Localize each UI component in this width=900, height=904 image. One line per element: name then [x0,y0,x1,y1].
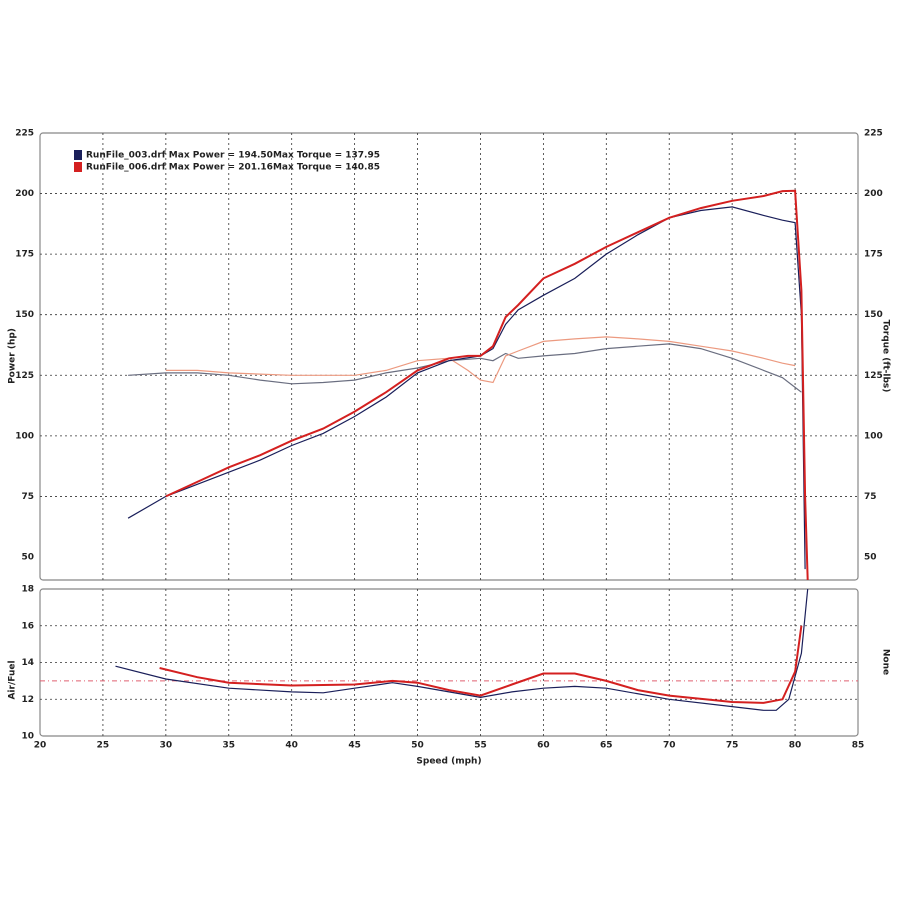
legend-label: RunFile_006.drf Max Power = 201.16Max To… [86,163,380,173]
y2-tick-label: 150 [864,310,883,320]
x-tick-label: 65 [600,741,613,751]
y2-axis-label: Torque (ft-lbs) [881,320,891,393]
y-tick-label: 16 [21,621,34,631]
y-tick-label: 14 [21,658,34,668]
y2-tick-label: 100 [864,431,883,441]
y2-tick-label: 50 [864,552,877,562]
x-tick-label: 70 [663,741,676,751]
y-tick-label: 10 [21,732,34,742]
y2-tick-label: 225 [864,129,883,139]
x-tick-label: 40 [285,741,298,751]
x-tick-label: 50 [411,741,424,751]
y-tick-label: 100 [15,431,34,441]
torque-line [165,336,796,384]
legend-swatch [74,162,82,172]
power-line [127,206,806,570]
legend-swatch [74,150,82,160]
x-axis-label: Speed (mph) [416,757,481,767]
afr-line [159,625,803,704]
y-axis-label: Power (hp) [8,328,18,384]
y-tick-label: 175 [15,250,34,260]
y-tick-label: 75 [21,492,34,502]
torque-line [128,343,802,393]
y2-tick-label: 75 [864,492,877,502]
y2-tick-label: 175 [864,250,883,260]
x-tick-label: 20 [34,741,47,751]
x-tick-label: 60 [537,741,550,751]
y-tick-label: 200 [15,189,34,199]
x-tick-label: 80 [789,741,802,751]
y2-axis-label: None [881,649,891,675]
y-axis-label: Air/Fuel [8,660,18,699]
x-tick-label: 35 [223,741,236,751]
x-tick-label: 75 [726,741,739,751]
x-tick-label: 25 [97,741,110,751]
x-tick-label: 55 [474,741,487,751]
y-tick-label: 125 [15,371,34,381]
y-tick-label: 12 [21,695,34,705]
y-tick-label: 225 [15,129,34,139]
legend-label: RunFile_003.drf Max Power = 194.50Max To… [86,151,380,161]
power-line [165,189,809,581]
x-tick-label: 85 [852,741,865,751]
y2-tick-label: 200 [864,189,883,199]
x-tick-label: 30 [160,741,173,751]
y-tick-label: 50 [21,552,34,562]
x-tick-label: 45 [348,741,361,751]
afr-line [115,588,809,711]
top-plot-frame [39,132,859,581]
y2-tick-label: 125 [864,371,883,381]
y-tick-label: 150 [15,310,34,320]
y-tick-label: 18 [21,585,34,595]
